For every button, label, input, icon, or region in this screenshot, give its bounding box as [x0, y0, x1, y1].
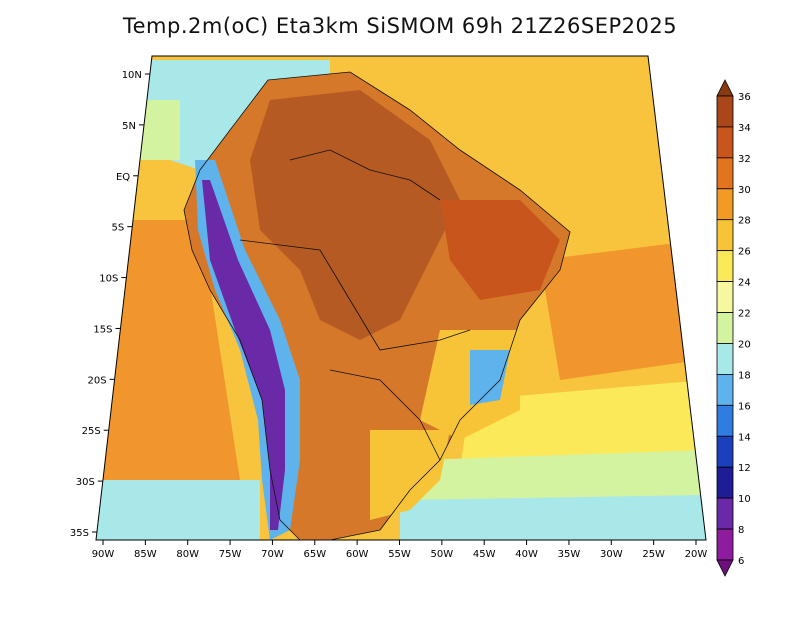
legend-label: 32	[738, 154, 751, 165]
legend-color-box	[716, 312, 734, 344]
legend-color-box	[716, 95, 734, 128]
legend-color-box	[716, 497, 734, 530]
color-legend: 36 34 32 30 28 26 24 22 20 18 16 14 12 10 8 6	[716, 79, 751, 577]
y-tick-label: 35S	[70, 528, 89, 539]
x-tick-label: 75W	[219, 549, 242, 560]
legend-label: 8	[738, 525, 744, 536]
southeast-highland-cool	[470, 350, 510, 405]
legend-color-box	[716, 466, 734, 499]
country-borders	[183, 71, 571, 541]
legend-label: 28	[738, 216, 751, 227]
x-tick-label: 20W	[685, 549, 708, 560]
legend-color-box	[716, 373, 734, 406]
x-tick-label: 85W	[134, 549, 157, 560]
x-tick-label: 90W	[92, 549, 115, 560]
coastline	[183, 71, 571, 541]
legend-color-box	[716, 157, 734, 190]
legend-color-box	[716, 435, 734, 468]
y-tick-label: 10N	[122, 70, 142, 81]
pacific-north-zone	[130, 100, 180, 160]
legend-label: 24	[738, 278, 751, 289]
legend-arrow-top	[716, 79, 734, 97]
y-tick-label: 15S	[93, 324, 112, 335]
legend-color-box	[716, 343, 734, 375]
map-frame	[95, 55, 707, 541]
legend-color-box	[716, 188, 734, 221]
legend-color-box	[716, 404, 734, 437]
legend-label: 6	[738, 556, 744, 567]
legend-color-box	[716, 219, 734, 252]
atlantic-warm-zone	[540, 240, 700, 380]
legend-color-box	[716, 126, 734, 159]
x-tick-label: 30W	[600, 549, 623, 560]
legend-label: 10	[738, 494, 751, 505]
y-axis: 10N 5N EQ 5S 10S 15S 20S 25S 30S 35S	[70, 70, 150, 539]
amazon-hot-zone	[250, 90, 460, 340]
x-tick-label: 25W	[642, 549, 665, 560]
legend-label: 14	[738, 432, 751, 443]
x-tick-label: 65W	[303, 549, 326, 560]
x-tick-label: 80W	[176, 549, 199, 560]
x-tick-label: 55W	[388, 549, 411, 560]
y-tick-label: 10S	[99, 274, 118, 285]
legend-color-box	[716, 281, 734, 313]
atlantic-mid-zone	[460, 380, 706, 470]
border-peru-bolivia-brazil	[239, 239, 471, 351]
south-pacific-cool-zone	[96, 480, 260, 540]
y-tick-label: 25S	[82, 426, 101, 437]
andes-cold-core	[202, 180, 285, 530]
x-tick-label: 45W	[473, 549, 496, 560]
legend-label: 36	[738, 92, 751, 103]
south-region-mild	[370, 430, 450, 520]
x-tick-label: 35W	[558, 549, 581, 560]
x-tick-label: 70W	[261, 549, 284, 560]
border-north	[289, 149, 441, 201]
y-tick-label: EQ	[116, 172, 130, 183]
y-tick-label: 5S	[112, 223, 125, 234]
y-tick-label: 30S	[76, 477, 95, 488]
y-tick-label: 5N	[122, 121, 136, 132]
legend-color-box	[716, 250, 734, 283]
pacific-warm-zone	[96, 220, 240, 520]
legend-label: 34	[738, 123, 751, 134]
legend-color-box	[716, 528, 734, 561]
legend-label: 20	[738, 339, 751, 350]
legend-label: 22	[738, 309, 751, 320]
legend-label: 26	[738, 247, 751, 258]
x-tick-label: 50W	[431, 549, 454, 560]
x-tick-label: 60W	[346, 549, 369, 560]
map-title: Temp.2m(oC) Eta3km SiSMOM 69h 21Z26SEP20…	[122, 14, 678, 38]
x-tick-label: 40W	[515, 549, 538, 560]
border-paraguay	[329, 369, 441, 461]
legend-label: 16	[738, 401, 751, 412]
temperature-field	[96, 56, 706, 540]
northeast-hot-zone	[440, 200, 560, 300]
y-tick-label: 20S	[88, 375, 107, 386]
legend-label: 18	[738, 370, 751, 381]
south-atlantic-cool-zone	[400, 495, 706, 540]
legend-label: 30	[738, 185, 751, 196]
legend-label: 12	[738, 463, 751, 474]
x-axis: 90W 85W 80W 75W 70W 65W 60W 55W 50W 45W 40W 35W 30W 2…	[92, 540, 708, 560]
legend-arrow-bottom	[716, 559, 734, 577]
